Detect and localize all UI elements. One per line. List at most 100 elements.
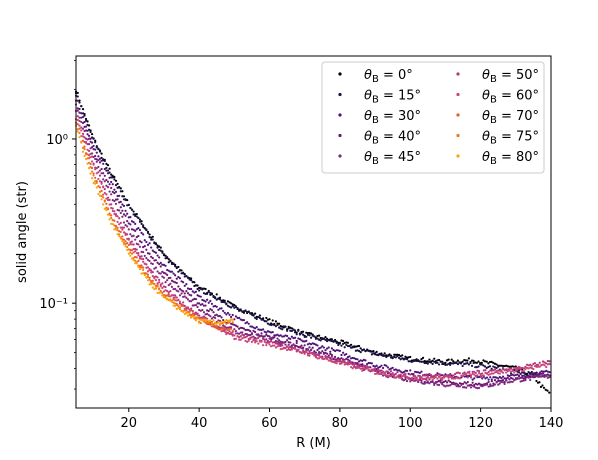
data-point	[212, 323, 215, 326]
data-point	[162, 295, 166, 298]
data-point	[271, 331, 274, 334]
data-point	[257, 315, 260, 319]
data-point	[319, 352, 322, 355]
data-point	[190, 300, 193, 303]
data-point	[90, 132, 94, 136]
data-point	[484, 368, 487, 372]
data-point	[86, 143, 89, 146]
data-point	[126, 225, 129, 228]
data-point	[324, 355, 327, 358]
data-point	[431, 362, 434, 365]
data-point	[409, 355, 412, 359]
data-point	[389, 375, 393, 378]
data-point	[198, 314, 201, 317]
data-point	[223, 330, 226, 333]
data-point	[111, 222, 114, 226]
data-point	[249, 329, 252, 333]
data-point	[226, 320, 230, 323]
data-point	[161, 263, 164, 266]
data-point	[270, 340, 273, 343]
data-point	[106, 169, 110, 172]
data-point	[516, 368, 519, 371]
data-point	[513, 366, 516, 369]
data-point	[453, 383, 457, 386]
data-point	[246, 333, 249, 336]
data-point	[118, 223, 121, 226]
data-point	[114, 214, 118, 217]
data-point	[218, 296, 222, 299]
data-point	[78, 136, 81, 139]
data-point	[311, 346, 314, 349]
data-point	[135, 228, 138, 231]
data-point	[461, 382, 465, 385]
data-point	[428, 358, 431, 361]
data-point	[167, 258, 170, 261]
data-point	[489, 376, 492, 379]
data-point	[498, 369, 501, 372]
data-point	[209, 307, 212, 311]
data-point	[349, 346, 353, 349]
data-point	[537, 363, 540, 366]
data-point	[178, 307, 182, 310]
data-point	[461, 364, 464, 368]
data-point	[490, 372, 493, 375]
data-point	[194, 297, 198, 301]
data-point	[468, 384, 471, 387]
data-point	[302, 347, 305, 350]
data-point	[175, 307, 178, 311]
data-point	[175, 281, 178, 285]
data-point	[409, 369, 412, 372]
data-point	[281, 344, 284, 347]
data-point	[193, 314, 196, 317]
data-point	[545, 365, 548, 369]
data-point	[159, 283, 162, 286]
data-point	[90, 177, 94, 180]
data-point	[420, 377, 423, 380]
legend-marker	[456, 133, 460, 138]
data-point	[98, 161, 102, 164]
data-point	[522, 367, 525, 370]
data-point	[162, 253, 166, 256]
data-point	[116, 186, 119, 189]
data-point	[105, 169, 108, 172]
data-point	[207, 319, 210, 323]
data-point	[78, 101, 81, 104]
data-point	[234, 332, 238, 335]
data-point	[135, 235, 138, 239]
data-point	[302, 349, 305, 352]
data-point	[314, 355, 317, 358]
data-point	[472, 359, 475, 362]
data-point	[158, 245, 161, 248]
x-tick-label: 140	[539, 416, 564, 431]
data-point	[116, 194, 119, 198]
data-point	[202, 315, 206, 318]
data-point	[306, 348, 309, 351]
data-point	[244, 339, 247, 343]
data-point	[151, 279, 154, 282]
data-point	[436, 361, 439, 364]
data-point	[118, 217, 121, 220]
data-point	[84, 119, 88, 122]
data-point	[188, 300, 191, 303]
data-point	[81, 121, 85, 125]
data-point	[381, 370, 385, 374]
data-point	[137, 234, 140, 238]
data-point	[145, 272, 148, 275]
data-point	[246, 340, 249, 343]
data-point	[153, 288, 156, 291]
data-point	[103, 180, 106, 183]
data-point	[449, 380, 452, 383]
data-point	[476, 387, 479, 390]
data-point	[365, 367, 369, 370]
data-point	[265, 344, 268, 347]
data-point	[321, 345, 324, 348]
data-point	[268, 343, 271, 346]
data-point	[191, 309, 194, 313]
data-point	[308, 350, 311, 353]
data-point	[489, 369, 492, 372]
data-point	[316, 337, 319, 340]
data-point	[132, 258, 135, 262]
data-point	[444, 361, 447, 364]
data-point	[202, 311, 206, 314]
data-point	[156, 282, 159, 285]
